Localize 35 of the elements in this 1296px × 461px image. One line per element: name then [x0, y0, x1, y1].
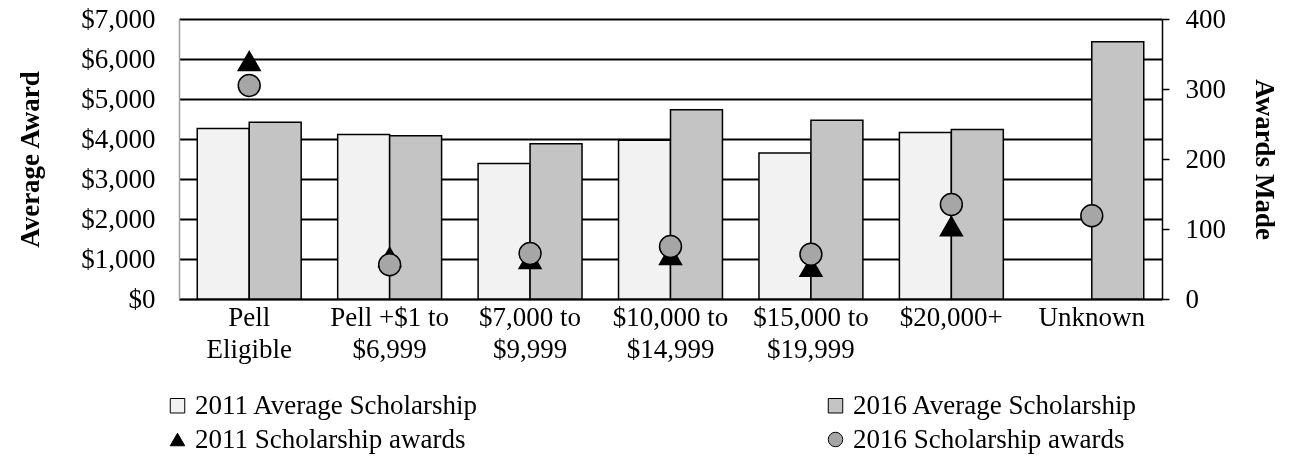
y-tick-label: $6,000	[81, 43, 156, 74]
x-tick-label: $20,000+	[899, 301, 1003, 332]
y2-tick-label: 300	[1185, 73, 1226, 104]
y-tick-label: $3,000	[81, 163, 156, 194]
point	[939, 215, 964, 237]
y2-tick-label: 0	[1185, 283, 1199, 314]
y2-tick-label: 100	[1185, 213, 1226, 244]
y2-tick-label: 400	[1185, 3, 1226, 34]
y-tick-label: $7,000	[81, 3, 156, 34]
point	[518, 241, 542, 266]
point	[939, 192, 964, 217]
legend-label: 2011 Scholarship awards	[195, 423, 466, 454]
y-tick-label: $4,000	[81, 123, 156, 154]
legend-label: 2016 Scholarship awards	[853, 423, 1125, 454]
y2-axis-title: Awards Made	[1250, 79, 1280, 240]
point	[237, 50, 261, 72]
x-tick-label: $15,000 to $19,999	[753, 301, 869, 364]
y2-tick-label: 200	[1185, 143, 1226, 174]
y-tick-label: $2,000	[81, 203, 156, 234]
y-tick-label: $1,000	[81, 243, 156, 274]
point	[799, 242, 823, 266]
point	[377, 253, 402, 277]
x-tick-label: Pell Eligible	[206, 301, 292, 364]
point	[1080, 204, 1104, 228]
y-tick-label: $5,000	[81, 83, 156, 114]
x-tick-label: Pell +$1 to $6,999	[330, 301, 450, 364]
x-tick-label: $10,000 to $14,999	[612, 301, 729, 364]
x-tick-label: Unknown	[1038, 301, 1146, 332]
y-tick-label: $0	[128, 283, 156, 314]
legend-label: 2016 Average Scholarship	[853, 389, 1136, 420]
legend-label: 2011 Average Scholarship	[195, 389, 477, 420]
x-tick-label: $7,000 to $9,999	[479, 301, 582, 364]
point	[237, 73, 261, 98]
y-axis-title: Average Award	[15, 71, 46, 248]
point	[658, 234, 683, 259]
